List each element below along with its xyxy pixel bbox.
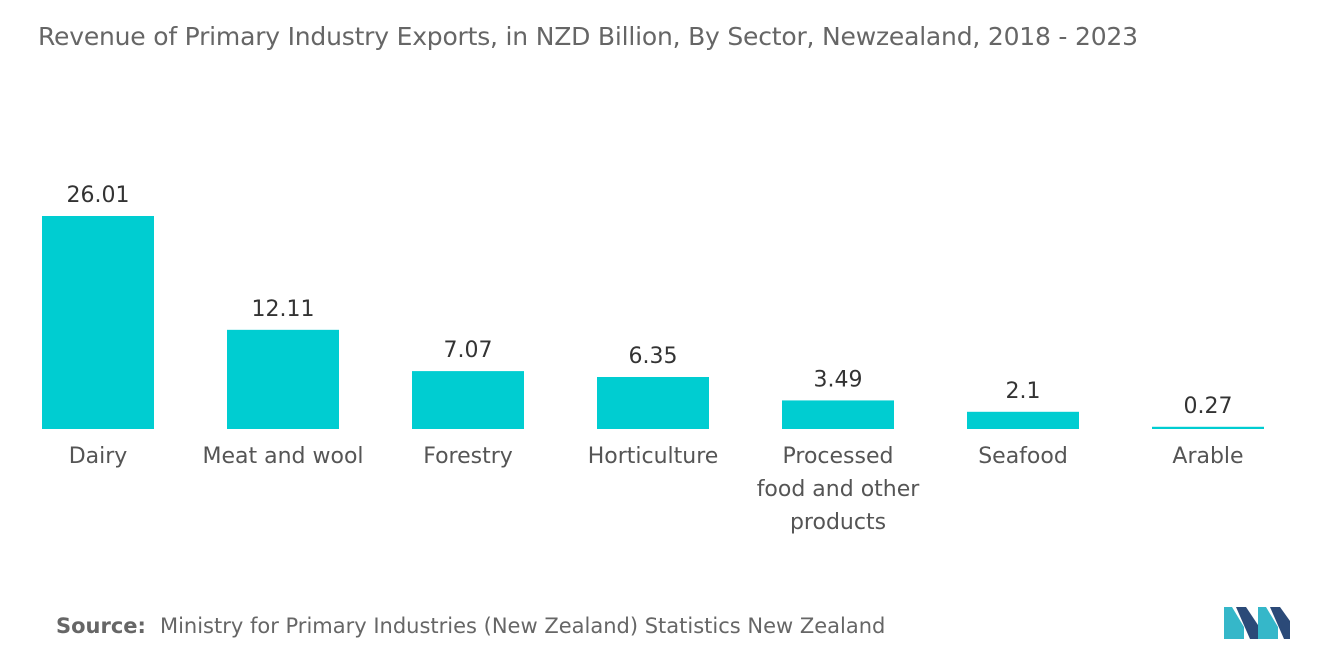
category-label-6: Arable (1172, 444, 1243, 469)
bar-3 (597, 376, 709, 429)
value-label-5: 2.1 (1006, 379, 1041, 404)
value-label-4: 3.49 (814, 367, 863, 392)
source-label: Source: (56, 614, 146, 638)
value-label-2: 7.07 (444, 338, 493, 363)
bar-5 (967, 411, 1079, 429)
mordor-intelligence-logo-icon (1224, 603, 1290, 643)
category-label-2: Forestry (423, 444, 513, 469)
bar-4 (782, 400, 894, 429)
bar-6 (1152, 426, 1264, 429)
category-label-5: Seafood (978, 444, 1068, 469)
category-label-1: Meat and wool (202, 444, 363, 469)
value-label-0: 26.01 (67, 183, 130, 208)
chart-title: Revenue of Primary Industry Exports, in … (38, 22, 1138, 51)
value-label-6: 0.27 (1184, 394, 1233, 419)
bar-chart: 26.01 12.11 7.07 6.35 3.49 2.1 0.27 Dairy Meat … (42, 183, 1264, 535)
source-text: Ministry for Primary Industries (New Zea… (159, 614, 886, 638)
bar-1 (227, 329, 339, 429)
category-label-4: Processed food and other products (757, 444, 921, 535)
bar-2 (412, 371, 524, 429)
bar-0 (42, 216, 154, 429)
value-label-1: 12.11 (252, 297, 315, 322)
value-label-3: 6.35 (629, 344, 678, 369)
value-labels-group: 26.01 12.11 7.07 6.35 3.49 2.1 0.27 (67, 183, 1233, 419)
category-labels-group: Dairy Meat and wool Forestry Horticulture Pr… (69, 444, 1244, 535)
category-label-0: Dairy (69, 444, 128, 469)
source-note: Source: Ministry for Primary Industries (… (56, 614, 885, 638)
category-label-3: Horticulture (588, 444, 719, 469)
bars-group (42, 216, 1264, 429)
